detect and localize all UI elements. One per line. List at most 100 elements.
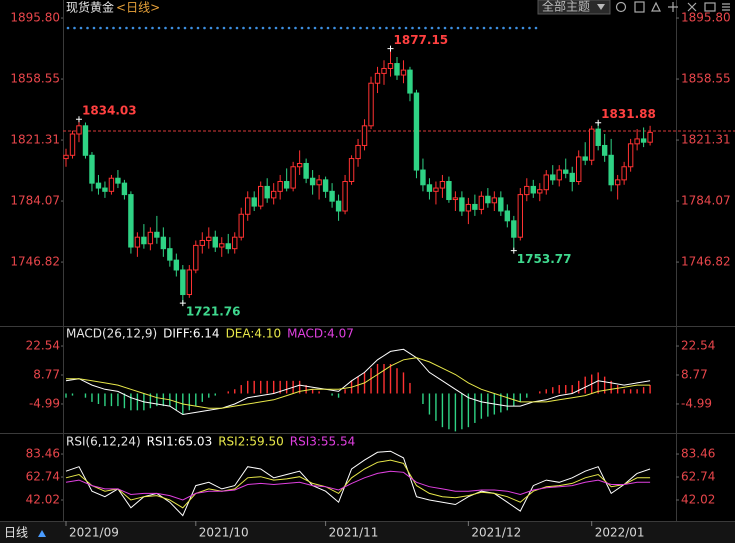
instrument-title: 现货黄金 [66, 0, 114, 15]
candle-body [400, 69, 407, 76]
macd-bar [441, 393, 444, 428]
candle-body [89, 154, 95, 184]
icon[interactable] [722, 3, 730, 11]
signal-dot [281, 26, 284, 30]
signal-dot [287, 26, 291, 30]
candle-body [219, 243, 225, 248]
signal-dot [112, 26, 115, 30]
extreme-marker [387, 45, 394, 52]
signal-dot [339, 26, 343, 30]
signal-dot [333, 26, 336, 30]
signal-dot [99, 26, 102, 30]
candle-body [329, 190, 335, 202]
candle-body [426, 184, 433, 192]
candle-body [530, 185, 536, 194]
footer-period[interactable]: 日线 [4, 526, 28, 540]
candle-body [472, 203, 478, 210]
candle-body [322, 179, 329, 192]
icon[interactable] [651, 1, 661, 12]
candle-body [283, 181, 290, 189]
y-tick-label: 1784.07 [10, 194, 60, 208]
macd-bar [519, 393, 521, 402]
signal-dot [521, 26, 525, 30]
extreme-label: 1753.77 [517, 252, 572, 266]
signal-dot [424, 26, 427, 30]
candle-body [245, 197, 251, 215]
signal-dot [248, 26, 252, 30]
signal-dot [229, 26, 232, 30]
y-tick-label-right: 62.74 [681, 470, 715, 484]
candle-body [595, 128, 601, 146]
macd-bar [208, 393, 210, 398]
macd-bar [448, 393, 450, 430]
candle-body [556, 169, 562, 181]
theme-button-label[interactable]: 全部主题 [542, 0, 590, 14]
extreme-marker [510, 247, 517, 254]
signal-dot [515, 26, 518, 30]
signal-dot [209, 26, 213, 30]
candle-body [543, 174, 549, 191]
candle-body [173, 259, 180, 271]
candle-body [193, 244, 199, 271]
icon[interactable] [634, 1, 645, 13]
signal-dot [79, 26, 83, 30]
indicator-readout: DEA:4.10 [226, 327, 282, 341]
icon[interactable] [615, 1, 627, 13]
indicator-label: RSI(6,12,24) [66, 435, 141, 449]
candle-body [563, 169, 569, 174]
macd-bar [402, 372, 405, 394]
signal-dot [469, 26, 473, 30]
macd-bar [578, 380, 580, 394]
icon[interactable] [704, 2, 716, 12]
signal-dot [255, 26, 258, 30]
macd-bar [110, 393, 113, 407]
signal-dot [320, 26, 323, 30]
candle-body [485, 195, 491, 204]
macd-bar [279, 380, 281, 394]
indicator-line [65, 470, 651, 501]
candle-body [446, 181, 452, 201]
macd-bar [623, 389, 625, 394]
footer-arrow[interactable] [38, 530, 46, 537]
theme-button[interactable] [537, 0, 611, 15]
signal-dot [326, 26, 330, 30]
dropdown-arrow[interactable] [597, 4, 605, 10]
candle-body [102, 187, 108, 192]
signal-dot [404, 26, 408, 30]
signal-dot [177, 26, 180, 30]
macd-bar [370, 368, 372, 394]
extreme-label: 1721.76 [186, 305, 241, 319]
indicator-readout: RSI3:55.54 [290, 435, 356, 449]
candle-body [296, 162, 303, 168]
macd-bar [428, 393, 431, 415]
y-tick-label-right: 8.77 [681, 368, 708, 382]
macd-bar [603, 376, 606, 394]
candle-body [154, 231, 160, 238]
macd-bar [383, 364, 385, 394]
candle-body [537, 189, 543, 194]
signal-dot [268, 26, 271, 30]
candle-body [640, 138, 647, 143]
macd-bar [422, 393, 424, 404]
candle-body [407, 69, 413, 94]
y-tick-label-right: 1821.31 [681, 133, 731, 147]
extreme-marker [75, 116, 82, 123]
macd-bar [272, 380, 275, 394]
candle-body [348, 158, 355, 183]
macd-bar [565, 385, 567, 394]
toolbar-icons [615, 1, 730, 13]
candle-body [76, 125, 82, 135]
y-tick-label: 8.77 [33, 368, 60, 382]
signal-dot [476, 26, 479, 30]
y-tick-label: 42.02 [26, 493, 60, 507]
candle-body [238, 213, 244, 238]
candle-body [394, 63, 400, 76]
icon[interactable] [687, 2, 697, 12]
candle-body [290, 166, 296, 189]
candle-body [251, 197, 257, 207]
x-tick-label: 2021/09 [69, 526, 119, 540]
icon[interactable] [668, 2, 678, 12]
